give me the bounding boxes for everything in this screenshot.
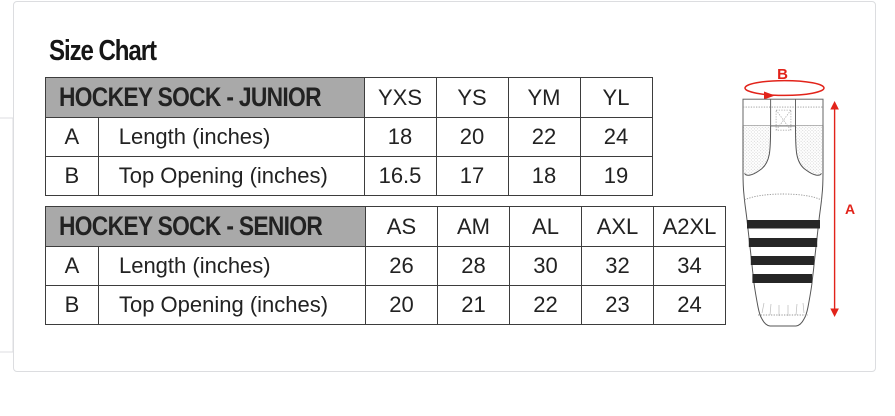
svg-text:B: B — [777, 66, 788, 83]
svg-text:A: A — [845, 201, 855, 217]
